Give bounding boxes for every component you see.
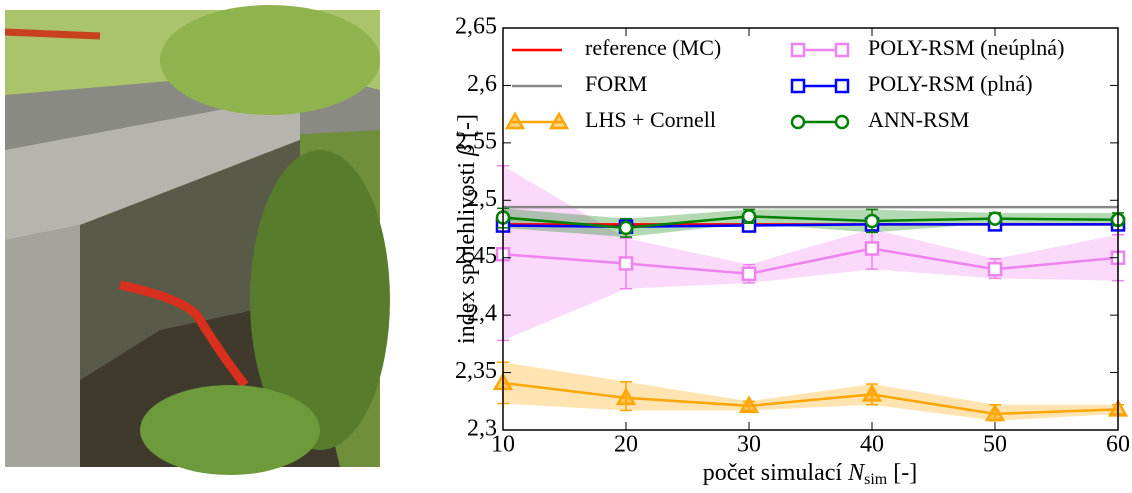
- axis-label-unit: [-]: [454, 114, 480, 144]
- legend-label: ANN-RSM: [868, 107, 969, 132]
- marker: [984, 403, 1006, 422]
- axis-label-variable: β: [454, 144, 480, 157]
- legend-label: POLY-RSM (neúplná): [868, 35, 1064, 60]
- marker: [618, 256, 634, 271]
- photo-bridge-underside: [80, 140, 300, 380]
- photo-bush: [140, 385, 320, 475]
- x-tick-label: 30: [737, 432, 761, 458]
- legend: reference (MC) FORM LHS + Cornell POLY-RSM …: [504, 35, 1064, 132]
- marker: [741, 209, 757, 224]
- y-tick-label: 2,5: [467, 186, 497, 212]
- marker: [864, 241, 880, 256]
- axis-label-subscript: sim: [864, 471, 888, 488]
- legend-label: LHS + Cornell: [585, 107, 716, 132]
- legend-label: FORM: [585, 71, 647, 96]
- x-tick-label: 10: [491, 432, 515, 458]
- y-tick-label: 2,3: [467, 416, 497, 442]
- x-axis-label: počet simulací Nsim [-]: [703, 460, 917, 488]
- marker: [615, 387, 637, 406]
- plot-area: [492, 28, 1129, 430]
- marker: [790, 42, 806, 58]
- marker: [834, 42, 850, 58]
- marker: [548, 111, 570, 130]
- y-tick-label: 2,35: [455, 358, 497, 384]
- axis-label-variable: N: [847, 460, 866, 486]
- x-tick-label: 40: [860, 432, 884, 458]
- series-line: [502, 215, 1119, 230]
- y-axis-label: index spolehlivosti β [-]: [454, 114, 480, 344]
- photo-bridge-deck: [5, 95, 300, 240]
- y-tick-label: 2,55: [455, 128, 497, 154]
- series-line: [502, 381, 1119, 416]
- axis-label-unit: [-]: [887, 460, 917, 486]
- x-tick-label: 20: [614, 432, 638, 458]
- x-tick-label: 50: [983, 432, 1007, 458]
- series-line: [502, 247, 1119, 276]
- x-tick-label: 60: [1106, 432, 1130, 458]
- marker: [790, 78, 806, 94]
- y-tick-label: 2,6: [467, 71, 497, 97]
- marker: [861, 383, 883, 402]
- marker: [738, 395, 760, 414]
- marker: [987, 211, 1003, 226]
- y-tick-label: 2,45: [455, 243, 497, 269]
- marker: [790, 114, 806, 130]
- marker: [741, 266, 757, 282]
- photo-pipe: [119, 280, 249, 388]
- confidence-band: [503, 362, 1118, 421]
- axis-label-text: index spolehlivosti: [454, 156, 480, 344]
- plot-frame: [502, 27, 1119, 431]
- marker: [504, 111, 526, 130]
- photo-bush: [250, 150, 390, 450]
- photo-bridge-abutment: [5, 225, 80, 467]
- photo-tree: [160, 5, 380, 115]
- confidence-band: [503, 165, 1118, 341]
- plot-background: [503, 28, 1118, 430]
- marker: [864, 213, 880, 229]
- photo: [4, 5, 390, 475]
- legend-label: POLY-RSM (plná): [868, 71, 1033, 96]
- y-tick-label: 2,65: [455, 14, 497, 40]
- legend-label: reference (MC): [585, 35, 721, 60]
- confidence-band: [503, 208, 1118, 238]
- y-tick-label: 2,4: [467, 301, 497, 327]
- marker: [834, 114, 850, 130]
- marker: [618, 220, 634, 236]
- axis-label-text: počet simulací: [703, 460, 848, 486]
- marker: [987, 261, 1003, 277]
- photo-railing: [4, 28, 101, 40]
- marker: [834, 78, 850, 94]
